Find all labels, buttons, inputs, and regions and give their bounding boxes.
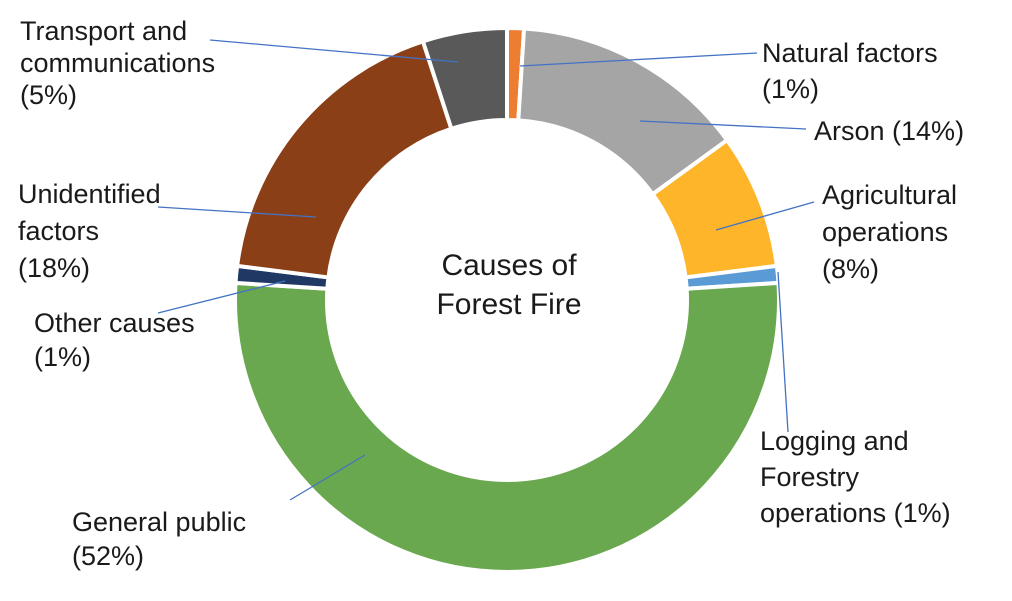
data-label-arson: Arson (14%): [814, 116, 964, 146]
slice-transport: [420, 25, 509, 132]
leader-line-transport: [209, 39, 459, 63]
leader-line-arson: [639, 120, 807, 130]
data-label-line: (5%): [20, 80, 77, 110]
leader-line-natural: [519, 52, 758, 67]
leader-lines-layer: [157, 39, 815, 501]
data-label-line: factors: [18, 216, 99, 246]
center-title: Causes of Forest Fire: [436, 249, 581, 321]
data-label-line: (1%): [34, 342, 91, 372]
data-label-line: operations (1%): [760, 498, 951, 528]
data-label-line: General public: [72, 507, 246, 537]
data-label-line: (8%): [822, 254, 879, 284]
center-title-line-2: Forest Fire: [436, 288, 581, 321]
center-title-line-1: Causes of: [441, 249, 577, 282]
slice-unidentified: [234, 38, 454, 280]
labels-layer: Natural factors (1%) Arson (14%) Agricultur…: [18, 16, 964, 571]
slices-layer: [233, 25, 781, 574]
data-label-general-public: General public (52%): [72, 507, 246, 571]
leader-line-general-public: [289, 454, 366, 501]
data-label-line: Logging and: [760, 426, 909, 456]
data-label-line: (18%): [18, 253, 90, 283]
data-label-line: Arson (14%): [814, 116, 964, 146]
data-label-line: Unidentified: [18, 179, 161, 209]
data-label-logging: Logging and Forestry operations (1%): [760, 426, 951, 528]
data-label-other: Other causes (1%): [34, 308, 195, 372]
leader-line-unidentified: [157, 206, 317, 218]
data-label-line: Agricultural: [822, 180, 957, 210]
data-label-line: Natural factors: [762, 38, 938, 68]
leader-line-agricultural: [715, 201, 815, 231]
leader-line-logging: [777, 271, 789, 433]
data-label-line: (52%): [72, 541, 144, 571]
data-label-line: Forestry: [760, 462, 860, 492]
data-label-line: operations: [822, 217, 948, 247]
data-label-transport: Transport and communications (5%): [20, 16, 215, 110]
data-label-line: (1%): [762, 74, 819, 104]
data-label-line: Transport and: [20, 16, 187, 46]
slice-general-public: [233, 280, 781, 574]
data-label-natural: Natural factors (1%): [762, 38, 938, 104]
leader-line-other: [157, 280, 286, 314]
data-label-line: Other causes: [34, 308, 195, 338]
data-label-line: communications: [20, 48, 215, 78]
data-label-unidentified: Unidentified factors (18%): [18, 179, 161, 283]
data-label-agricultural: Agricultural operations (8%): [822, 180, 957, 284]
